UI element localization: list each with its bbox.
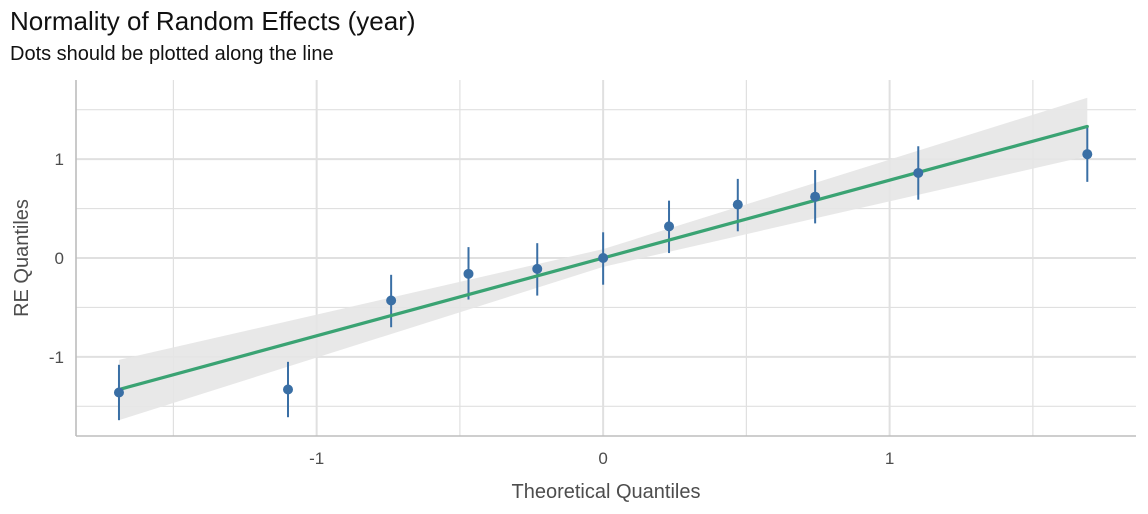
- tick-labels: -1 0 1 -1 0 1: [49, 150, 894, 468]
- x-tick-label: 0: [598, 449, 607, 468]
- grid-lines: [76, 80, 1136, 436]
- x-tick-label: -1: [309, 449, 324, 468]
- data-points: [113, 149, 1093, 398]
- data-point: [532, 263, 543, 274]
- chart-subtitle: Dots should be plotted along the line: [10, 43, 334, 65]
- data-point: [732, 199, 743, 210]
- data-point: [598, 253, 609, 263]
- y-tick-label: 1: [55, 150, 64, 169]
- x-tick-label: 1: [885, 449, 894, 468]
- data-point: [386, 295, 397, 306]
- data-point: [913, 167, 924, 178]
- x-axis-title: Theoretical Quantiles: [512, 481, 701, 503]
- data-point: [463, 268, 474, 279]
- data-point: [283, 384, 293, 395]
- y-tick-label: -1: [49, 348, 64, 367]
- chart-title: Normality of Random Effects (year): [10, 6, 416, 36]
- y-tick-label: 0: [55, 249, 64, 268]
- data-point: [664, 221, 675, 232]
- y-axis-title: RE Quantiles: [11, 199, 33, 317]
- data-point: [113, 387, 124, 398]
- data-point: [1082, 149, 1093, 160]
- data-point: [810, 191, 821, 202]
- axes: [75, 80, 1136, 437]
